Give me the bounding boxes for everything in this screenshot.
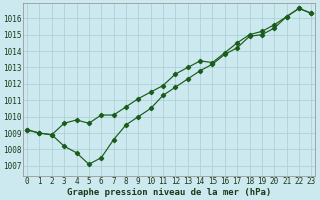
X-axis label: Graphe pression niveau de la mer (hPa): Graphe pression niveau de la mer (hPa) <box>67 188 271 197</box>
